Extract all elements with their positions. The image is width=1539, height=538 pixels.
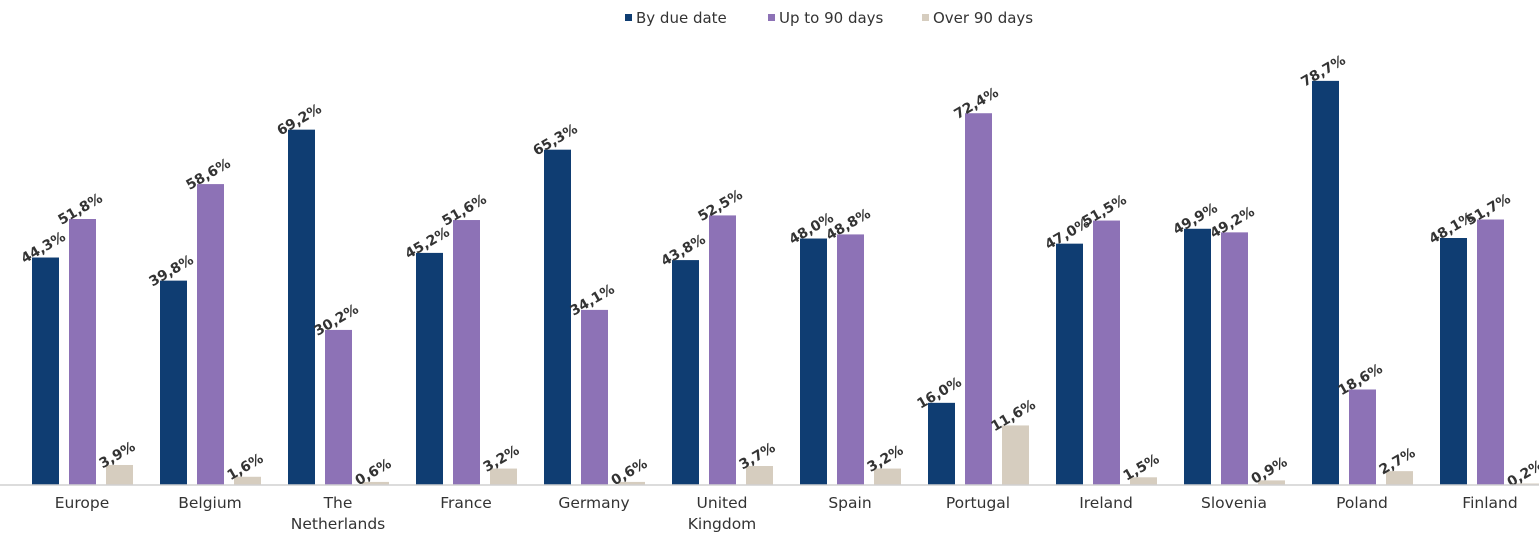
x-tick-label-5: Germany (558, 494, 629, 512)
x-tick-label-6: United Kingdom (688, 494, 757, 533)
x-tick-label-8: Portugal (946, 494, 1010, 512)
x-tick-label-3: The Netherlands (291, 494, 385, 533)
bar-3-11 (1386, 471, 1413, 485)
x-tick-label-2: Belgium (178, 494, 242, 512)
bar-1-9 (1056, 243, 1083, 485)
bar-3-5 (618, 481, 645, 485)
legend-label-3: Over 90 days (933, 9, 1033, 27)
bar-2-5 (581, 309, 608, 485)
bar-1-1 (32, 257, 59, 485)
bar-2-6 (709, 215, 736, 485)
bar-1-2 (160, 280, 187, 485)
bar-1-6 (672, 260, 699, 485)
x-tick-label-12: Finland (1462, 494, 1517, 512)
bar-3-9 (1130, 477, 1157, 485)
bar-2-8 (965, 113, 992, 485)
x-tick-label-4: France (440, 494, 492, 512)
bar-3-7 (874, 468, 901, 485)
legend-swatch-1 (625, 14, 632, 21)
bar-3-10 (1258, 480, 1285, 485)
bar-2-3 (325, 329, 352, 485)
bar-3-2 (234, 476, 261, 485)
bar-1-8 (928, 402, 955, 485)
bar-2-11 (1349, 389, 1376, 485)
x-tick-label-11: Poland (1336, 494, 1388, 512)
x-tick-label-9: Ireland (1079, 494, 1133, 512)
bars (32, 80, 1539, 486)
x-tick-label-7: Spain (828, 494, 871, 512)
bar-2-2 (197, 184, 224, 486)
bar-3-4 (490, 468, 517, 485)
bar-1-5 (544, 149, 571, 485)
legend: By due date Up to 90 days Over 90 days (625, 9, 1033, 27)
bar-2-10 (1221, 232, 1248, 485)
bar-2-9 (1093, 220, 1120, 486)
x-tick-label-1: Europe (55, 494, 110, 512)
bar-1-3 (288, 129, 315, 485)
x-axis-tick-labels: Europe Belgium The Netherlands France Germany… (55, 494, 1518, 533)
bar-1-11 (1312, 80, 1339, 486)
bar-3-1 (106, 464, 133, 485)
x-tick-label-10: Slovenia (1201, 494, 1267, 512)
legend-label-1: By due date (636, 9, 727, 27)
bar-3-6 (746, 466, 773, 485)
legend-swatch-3 (922, 14, 929, 21)
bar-2-4 (453, 220, 480, 485)
legend-label-2: Up to 90 days (779, 9, 884, 27)
bar-2-1 (69, 219, 96, 485)
data-labels: 44,3%51,8%3,9%39,8%58,6%1,6%69,2%30,2%0,… (18, 52, 1539, 490)
legend-swatch-2 (768, 14, 775, 21)
bar-3-8 (1002, 425, 1029, 485)
bar-1-7 (800, 238, 827, 485)
bar-3-3 (362, 481, 389, 485)
bar-1-4 (416, 252, 443, 485)
bar-1-10 (1184, 228, 1211, 486)
bar-2-12 (1477, 219, 1504, 485)
bar-2-7 (837, 234, 864, 485)
bar-1-12 (1440, 238, 1467, 485)
